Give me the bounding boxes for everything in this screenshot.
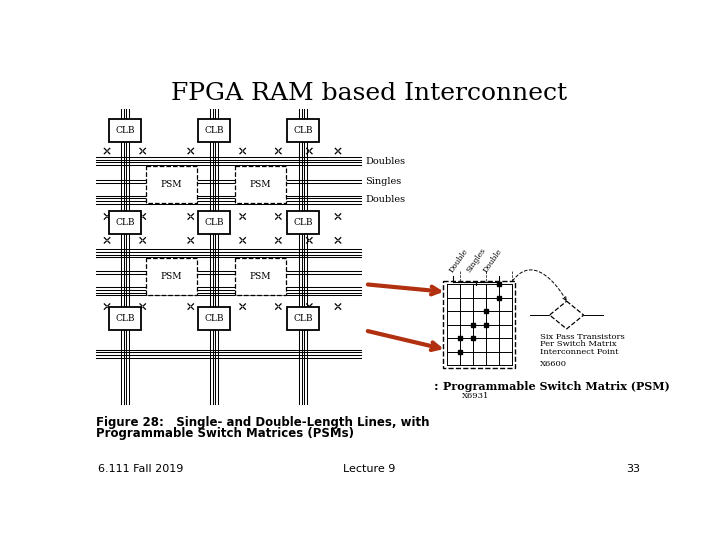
Bar — [198, 307, 230, 330]
Text: CLB: CLB — [204, 218, 224, 227]
Text: PSM: PSM — [250, 180, 271, 188]
Text: Lecture 9: Lecture 9 — [343, 464, 395, 475]
Bar — [235, 166, 286, 202]
Text: Figure 28:   Single- and Double-Length Lines, with: Figure 28: Single- and Double-Length Lin… — [96, 416, 430, 429]
Bar — [287, 119, 320, 142]
Text: :: : — [434, 381, 438, 394]
Text: Double: Double — [482, 247, 504, 274]
Text: Per Switch Matrix: Per Switch Matrix — [539, 340, 616, 348]
Text: CLB: CLB — [115, 218, 135, 227]
Text: CLB: CLB — [293, 218, 313, 227]
Text: 6.111 Fall 2019: 6.111 Fall 2019 — [98, 464, 183, 475]
Bar — [235, 258, 286, 295]
Bar — [287, 211, 320, 234]
Text: Six Pass Transistors: Six Pass Transistors — [539, 333, 624, 341]
Bar — [146, 166, 197, 202]
Text: PSM: PSM — [250, 272, 271, 281]
Text: Singles: Singles — [365, 177, 401, 186]
Text: CLB: CLB — [115, 314, 135, 323]
Text: X6931: X6931 — [462, 392, 490, 400]
Text: CLB: CLB — [293, 126, 313, 135]
Text: PSM: PSM — [161, 180, 182, 188]
Bar — [198, 211, 230, 234]
Bar — [109, 211, 141, 234]
Text: CLB: CLB — [204, 126, 224, 135]
Text: PSM: PSM — [161, 272, 182, 281]
Bar — [109, 307, 141, 330]
Bar — [146, 258, 197, 295]
Text: CLB: CLB — [293, 314, 313, 323]
Bar — [444, 281, 516, 368]
Text: Programmable Switch Matrices (PSMs): Programmable Switch Matrices (PSMs) — [96, 427, 354, 440]
Text: Doubles: Doubles — [365, 195, 405, 204]
Bar — [198, 119, 230, 142]
Text: CLB: CLB — [204, 314, 224, 323]
Polygon shape — [549, 301, 584, 329]
Text: Doubles: Doubles — [365, 157, 405, 166]
Text: X6600: X6600 — [539, 361, 567, 368]
Bar — [109, 119, 141, 142]
Bar — [287, 307, 320, 330]
Text: 33: 33 — [626, 464, 640, 475]
Text: FPGA RAM based Interconnect: FPGA RAM based Interconnect — [171, 82, 567, 105]
Text: Singles: Singles — [464, 247, 487, 274]
Text: Interconnect Point: Interconnect Point — [539, 348, 618, 356]
Text: Programmable Switch Matrix (PSM): Programmable Switch Matrix (PSM) — [443, 381, 670, 392]
Text: Double: Double — [448, 247, 470, 274]
Text: CLB: CLB — [115, 126, 135, 135]
